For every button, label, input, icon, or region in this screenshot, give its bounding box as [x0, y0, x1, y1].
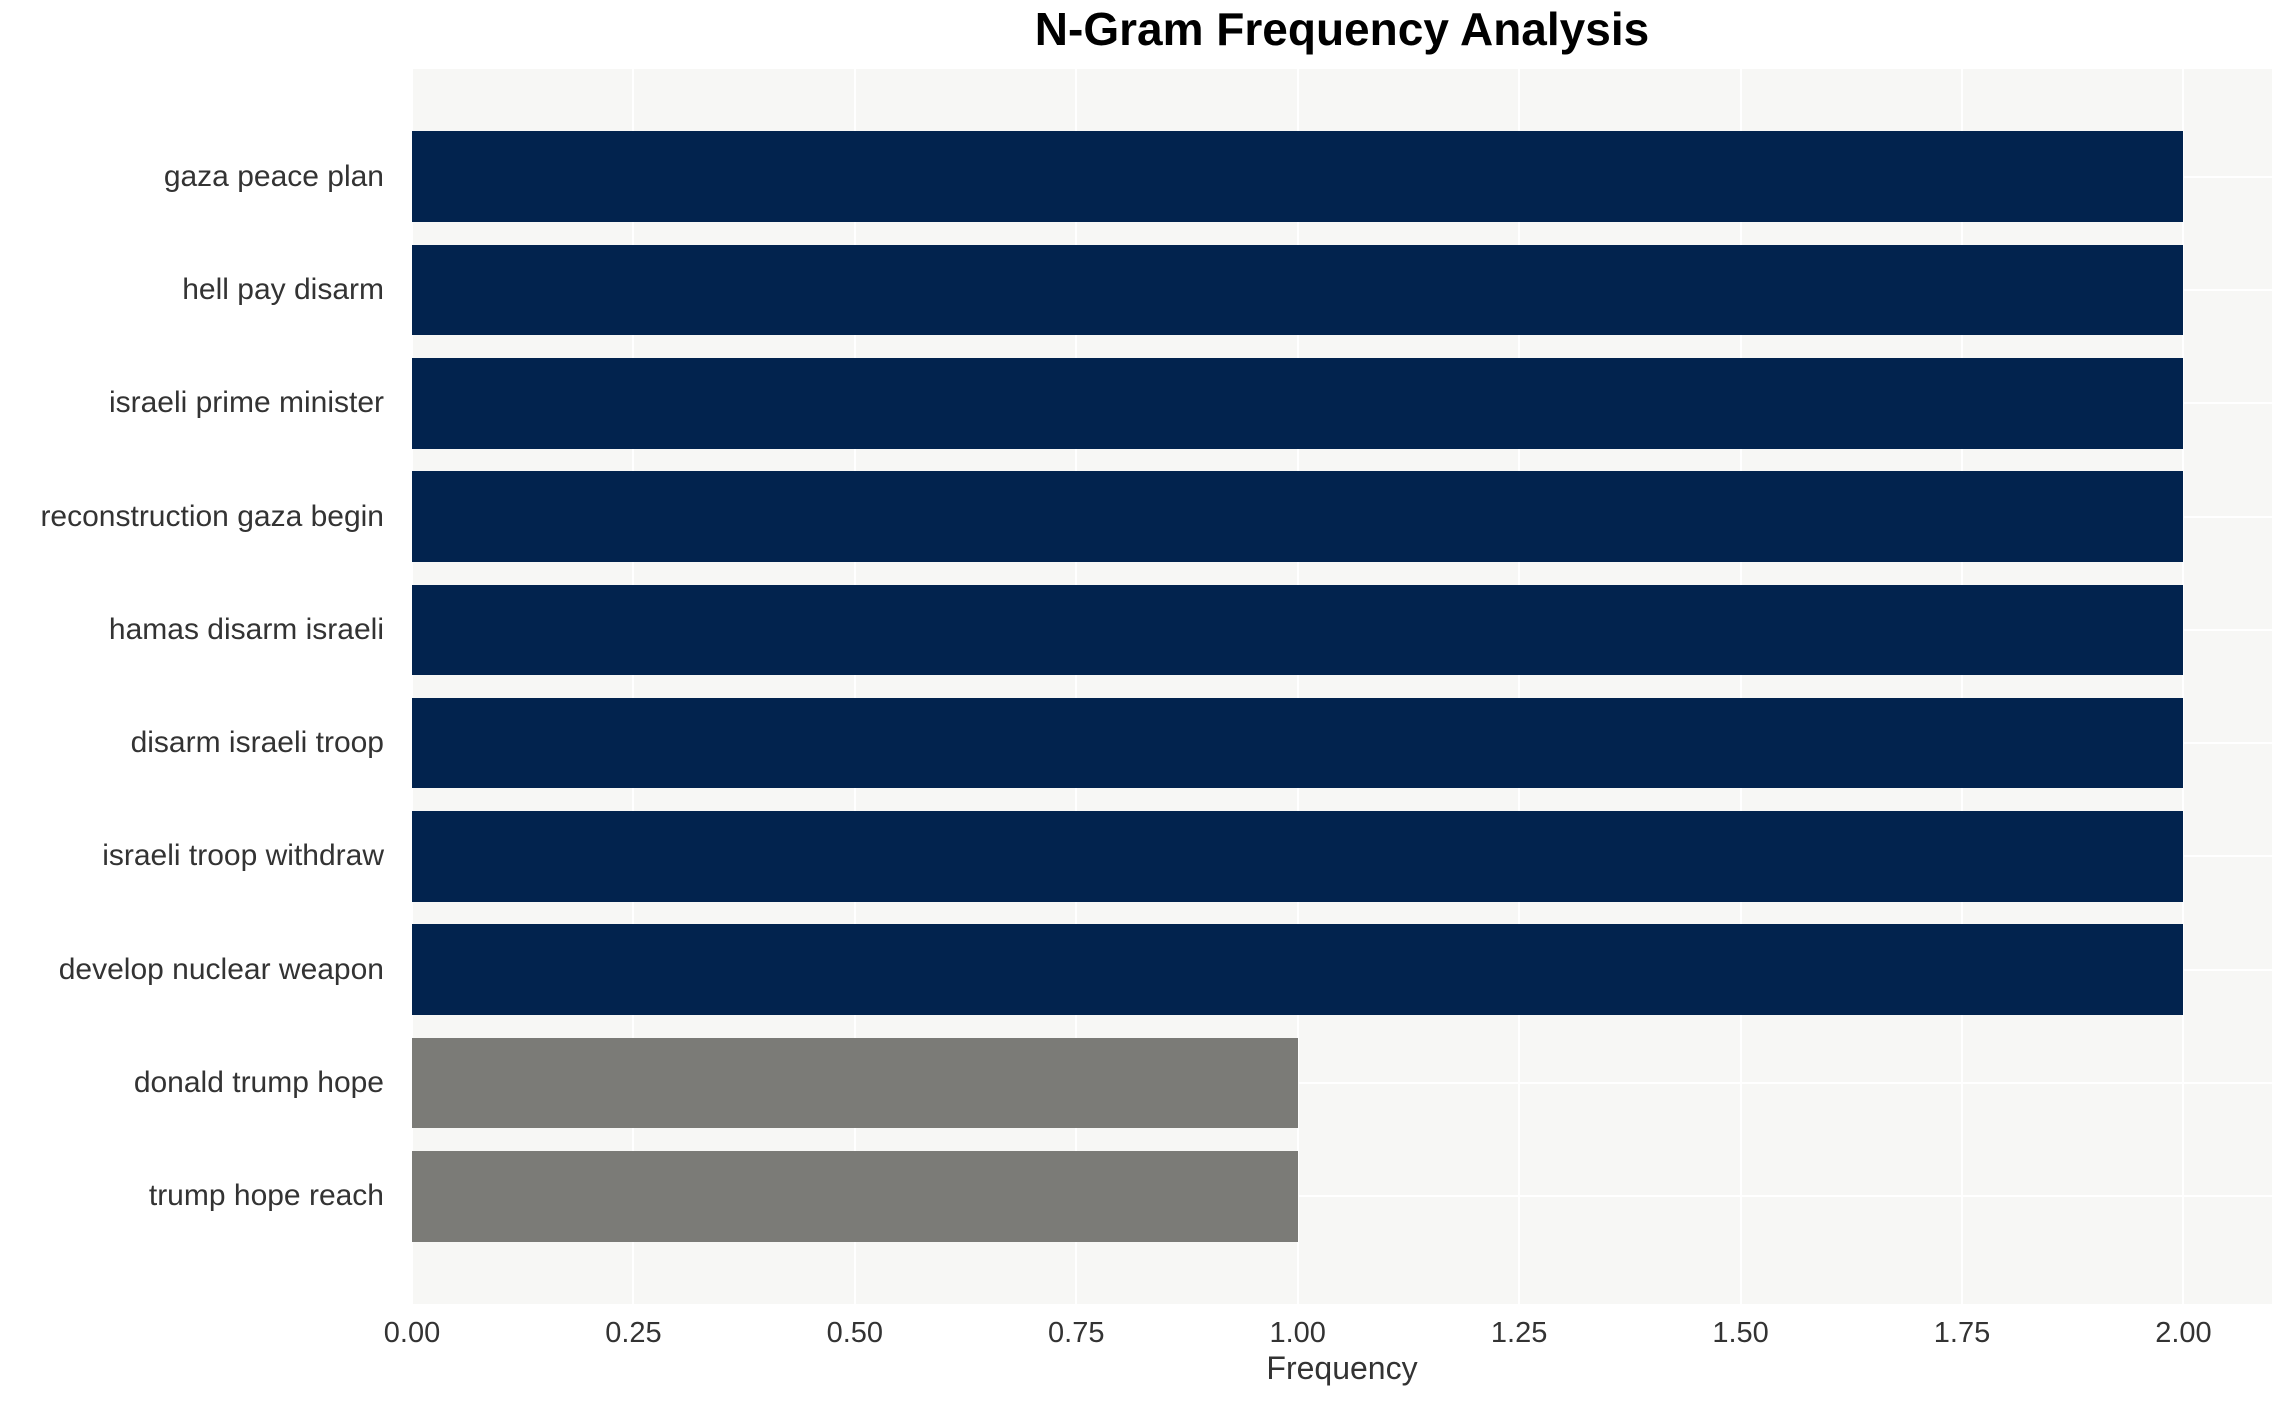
bar — [412, 924, 2184, 1016]
bar — [412, 244, 2184, 336]
bar — [412, 471, 2184, 562]
bar — [412, 131, 2184, 222]
bar — [412, 811, 2184, 902]
gridline-vertical — [1296, 69, 1299, 1304]
gridline-vertical — [1739, 69, 1742, 1304]
y-tick-label: donald trump hope — [133, 1066, 384, 1100]
gridline-vertical — [632, 69, 635, 1304]
bar — [412, 357, 2184, 449]
gridline-vertical — [1075, 69, 1078, 1304]
bar — [412, 584, 2184, 676]
x-tick-label: 1.75 — [1933, 1317, 1991, 1349]
y-tick-label: trump hope reach — [148, 1179, 384, 1213]
bar — [412, 1151, 1298, 1242]
y-tick-label: hamas disarm israeli — [108, 612, 384, 646]
gridline-vertical — [853, 69, 856, 1304]
y-tick-label: reconstruction gaza begin — [40, 499, 384, 533]
y-tick-label: develop nuclear weapon — [58, 952, 384, 986]
plot-area — [411, 69, 2272, 1304]
y-tick-label: gaza peace plan — [163, 159, 384, 193]
y-tick-label: israeli troop withdraw — [102, 839, 384, 873]
x-axis-title: Frequency — [1266, 1350, 1418, 1386]
gridline-horizontal — [412, 1082, 2272, 1085]
bar — [412, 1037, 1298, 1129]
x-tick-label: 1.00 — [1269, 1317, 1326, 1349]
y-tick-label: israeli prime minister — [108, 386, 384, 420]
gridline-vertical — [1518, 69, 1521, 1304]
x-tick-label: 2.00 — [2155, 1317, 2212, 1349]
gridline-vertical — [1961, 69, 1963, 1304]
x-tick-label: 0.50 — [826, 1317, 884, 1349]
x-tick-label: 1.25 — [1490, 1317, 1548, 1349]
bar — [412, 697, 2184, 789]
gridline-vertical — [2182, 69, 2185, 1304]
gridline-horizontal — [412, 1195, 2272, 1198]
x-tick-label: 1.50 — [1712, 1317, 1769, 1349]
y-axis-labels: gaza peace plan hell pay disarm israeli pr… — [0, 0, 398, 1402]
chart-title: N-Gram Frequency Analysis — [1034, 3, 1650, 55]
x-tick-label: 0.25 — [605, 1317, 662, 1349]
y-tick-label: hell pay disarm — [182, 272, 384, 306]
x-tick-label: 0.00 — [383, 1317, 441, 1349]
gridline-vertical — [411, 69, 413, 1304]
y-tick-label: disarm israeli troop — [130, 726, 384, 760]
x-tick-label: 0.75 — [1048, 1317, 1105, 1349]
